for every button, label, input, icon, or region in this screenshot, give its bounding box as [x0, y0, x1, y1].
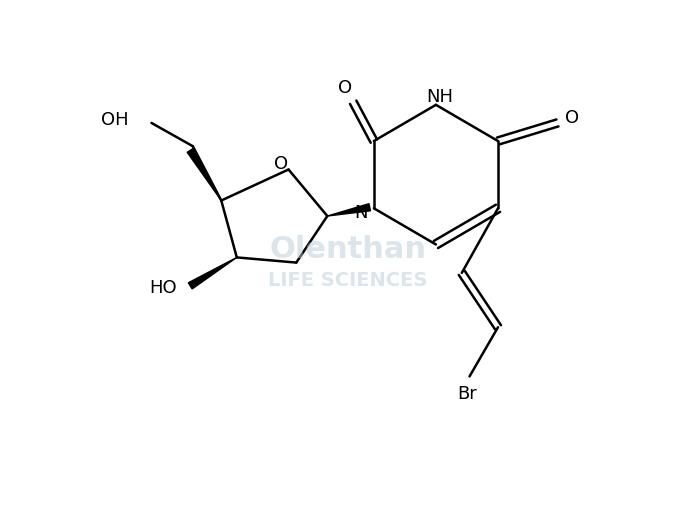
- Text: HO: HO: [150, 279, 177, 297]
- Text: O: O: [274, 155, 288, 173]
- Polygon shape: [327, 204, 370, 216]
- Text: LIFE SCIENCES: LIFE SCIENCES: [269, 271, 427, 290]
- Polygon shape: [187, 148, 221, 201]
- Polygon shape: [189, 257, 237, 289]
- Text: Br: Br: [457, 385, 477, 404]
- Text: O: O: [338, 79, 352, 97]
- Text: NH: NH: [427, 88, 454, 106]
- Text: N: N: [354, 204, 367, 223]
- Text: Olenthan: Olenthan: [269, 235, 427, 264]
- Text: O: O: [565, 109, 579, 127]
- Text: OH: OH: [100, 111, 128, 129]
